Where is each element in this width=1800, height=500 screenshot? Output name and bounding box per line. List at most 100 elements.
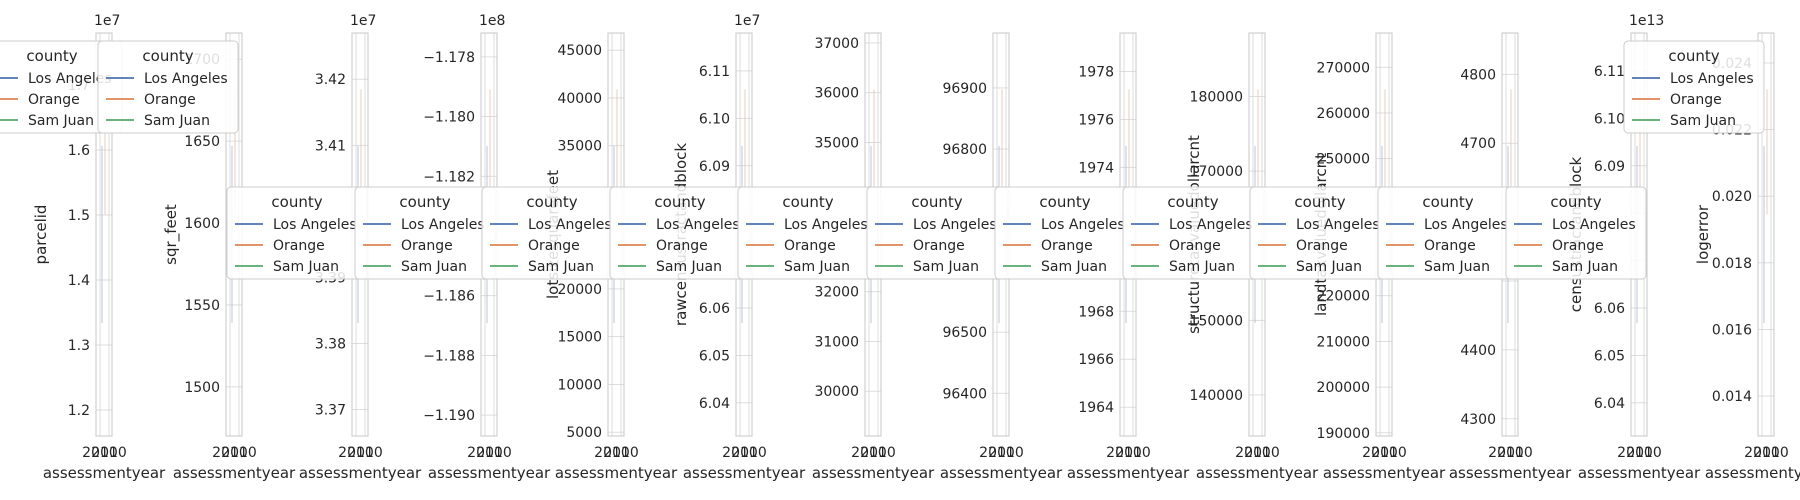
- x-axis-label: assessmentyear: [1196, 464, 1319, 482]
- x-axis-label: assessmentyear: [43, 464, 166, 482]
- x-axis-label: assessmentyear: [812, 464, 935, 482]
- y-tick-label: 3.42: [315, 72, 346, 88]
- legend-entry-label: Los Angeles: [401, 217, 485, 233]
- legend-entry-label: Los Angeles: [1169, 217, 1253, 233]
- y-tick-label: 220000: [1317, 289, 1370, 305]
- legend-entry-label: Los Angeles: [1670, 71, 1754, 87]
- legend-entry-label: Orange: [1041, 238, 1093, 254]
- legend-entry-label: Orange: [273, 238, 325, 254]
- legend-entry-label: Sam Juan: [528, 259, 594, 275]
- legend-entry-label: Orange: [1296, 238, 1348, 254]
- x-tick-label: 2010: [860, 445, 896, 461]
- x-tick-label: 2010: [1488, 445, 1524, 461]
- y-tick-label: −1.190: [423, 408, 475, 424]
- y-tick-label: 32000: [814, 285, 859, 301]
- x-tick-label: 2010: [979, 445, 1015, 461]
- x-axis-label: assessmentyear: [555, 464, 678, 482]
- y-tick-label: 4800: [1460, 67, 1496, 83]
- x-tick-label: 2010: [722, 445, 758, 461]
- legend-entry-label: Los Angeles: [1041, 217, 1125, 233]
- y-tick-label: 6.09: [1594, 159, 1625, 175]
- y-tick-label: 1978: [1078, 64, 1114, 80]
- y-offset-label: 1e7: [734, 13, 760, 29]
- legend-title: county: [271, 193, 322, 211]
- subplot-4: −1.190 −1.188 −1.186 −1.182 −1.180 −1.178 2010…: [423, 13, 551, 482]
- legend-entry-label: Sam Juan: [144, 113, 210, 129]
- y-tick-label: 6.11: [699, 64, 730, 80]
- y-tick-label: 37000: [814, 36, 859, 52]
- y-offset-label: 1e7: [94, 13, 120, 29]
- y-tick-label: 4700: [1460, 136, 1496, 152]
- y-tick-label: 190000: [1317, 426, 1370, 442]
- y-offset-label: 1e7: [350, 13, 376, 29]
- legend-entry-label: Sam Juan: [1424, 259, 1490, 275]
- y-tick-label: 1600: [184, 216, 220, 232]
- legend-entry-label: Los Angeles: [273, 217, 357, 233]
- legend-entry-label: Los Angeles: [28, 71, 112, 87]
- legend-entry-label: Sam Juan: [1041, 259, 1107, 275]
- legend: county Los Angeles Orange Sam Juan: [737, 186, 879, 280]
- y-tick-label: 15000: [557, 330, 602, 346]
- y-tick-label: 1650: [184, 134, 220, 150]
- legend-entry-label: Orange: [1169, 238, 1221, 254]
- legend-entry-label: Orange: [1670, 92, 1722, 108]
- legend-frame: [97, 40, 239, 134]
- y-tick-label: −1.180: [423, 110, 475, 126]
- y-axis-label: logerror: [1694, 204, 1712, 264]
- x-tick-label: 2010: [1244, 445, 1280, 461]
- x-tick-label: 2010: [1617, 445, 1653, 461]
- y-tick-label: 0.020: [1712, 189, 1752, 205]
- y-offset-label: 1e13: [1629, 13, 1664, 29]
- legend-entry-label: Sam Juan: [401, 259, 467, 275]
- y-tick-label: 270000: [1317, 60, 1370, 76]
- legend-entry-label: Los Angeles: [1552, 217, 1636, 233]
- legend-title: county: [399, 193, 450, 211]
- y-tick-label: 1964: [1078, 400, 1114, 416]
- y-tick-label: 170000: [1190, 164, 1243, 180]
- y-offset-label: 1e8: [479, 13, 505, 29]
- x-axis-label: assessmentyear: [173, 464, 296, 482]
- legend-title: county: [911, 193, 962, 211]
- legend-entry-label: Orange: [144, 92, 196, 108]
- y-tick-label: 6.06: [699, 301, 730, 317]
- legend-title: county: [1039, 193, 1090, 211]
- x-tick-label: 2010: [1744, 445, 1780, 461]
- y-tick-label: 3.38: [315, 337, 346, 353]
- axes-frame: [95, 32, 113, 437]
- x-axis-label: assessmentyear: [299, 464, 422, 482]
- y-tick-label: 1550: [184, 298, 220, 314]
- y-tick-label: 6.05: [1594, 348, 1625, 364]
- y-tick-label: 1974: [1078, 160, 1114, 176]
- y-tick-label: 1976: [1078, 112, 1114, 128]
- legend-entry-label: Orange: [913, 238, 965, 254]
- y-tick-label: 96800: [942, 142, 987, 158]
- legend-entry-label: Sam Juan: [273, 259, 339, 275]
- y-tick-label: 1.2: [68, 403, 90, 419]
- legend: county Los Angeles Orange Sam Juan: [1249, 186, 1391, 280]
- y-tick-label: 6.06: [1594, 301, 1625, 317]
- y-tick-label: 6.05: [699, 348, 730, 364]
- x-axis-label: assessmentyear: [940, 464, 1063, 482]
- y-tick-label: 150000: [1190, 313, 1243, 329]
- legend-entry-label: Sam Juan: [1670, 113, 1736, 129]
- legend-title: county: [654, 193, 705, 211]
- y-tick-label: 6.11: [1594, 64, 1625, 80]
- x-axis-label: assessmentyear: [1578, 464, 1701, 482]
- legend: county Los Angeles Orange Sam Juan: [481, 186, 623, 280]
- x-axis-label: assessmentyear: [1449, 464, 1572, 482]
- legend-entry-label: Los Angeles: [913, 217, 997, 233]
- x-tick-label: 2010: [731, 445, 767, 461]
- x-tick-label: 2010: [1371, 445, 1407, 461]
- y-tick-label: 200000: [1317, 380, 1370, 396]
- legend: county Los Angeles Orange Sam Juan: [1122, 186, 1264, 280]
- legend: county Los Angeles Orange Sam Juan: [0, 40, 123, 134]
- y-tick-label: 31000: [814, 334, 859, 350]
- y-tick-label: 4300: [1460, 412, 1496, 428]
- x-tick-label: 2010: [338, 445, 374, 461]
- x-tick-label: 2010: [91, 445, 127, 461]
- legend-entry-label: Orange: [401, 238, 453, 254]
- legend-entry-label: Orange: [1424, 238, 1476, 254]
- x-tick-label: 2010: [82, 445, 118, 461]
- x-tick-label: 2010: [1235, 445, 1271, 461]
- legend-entry-label: Sam Juan: [1169, 259, 1235, 275]
